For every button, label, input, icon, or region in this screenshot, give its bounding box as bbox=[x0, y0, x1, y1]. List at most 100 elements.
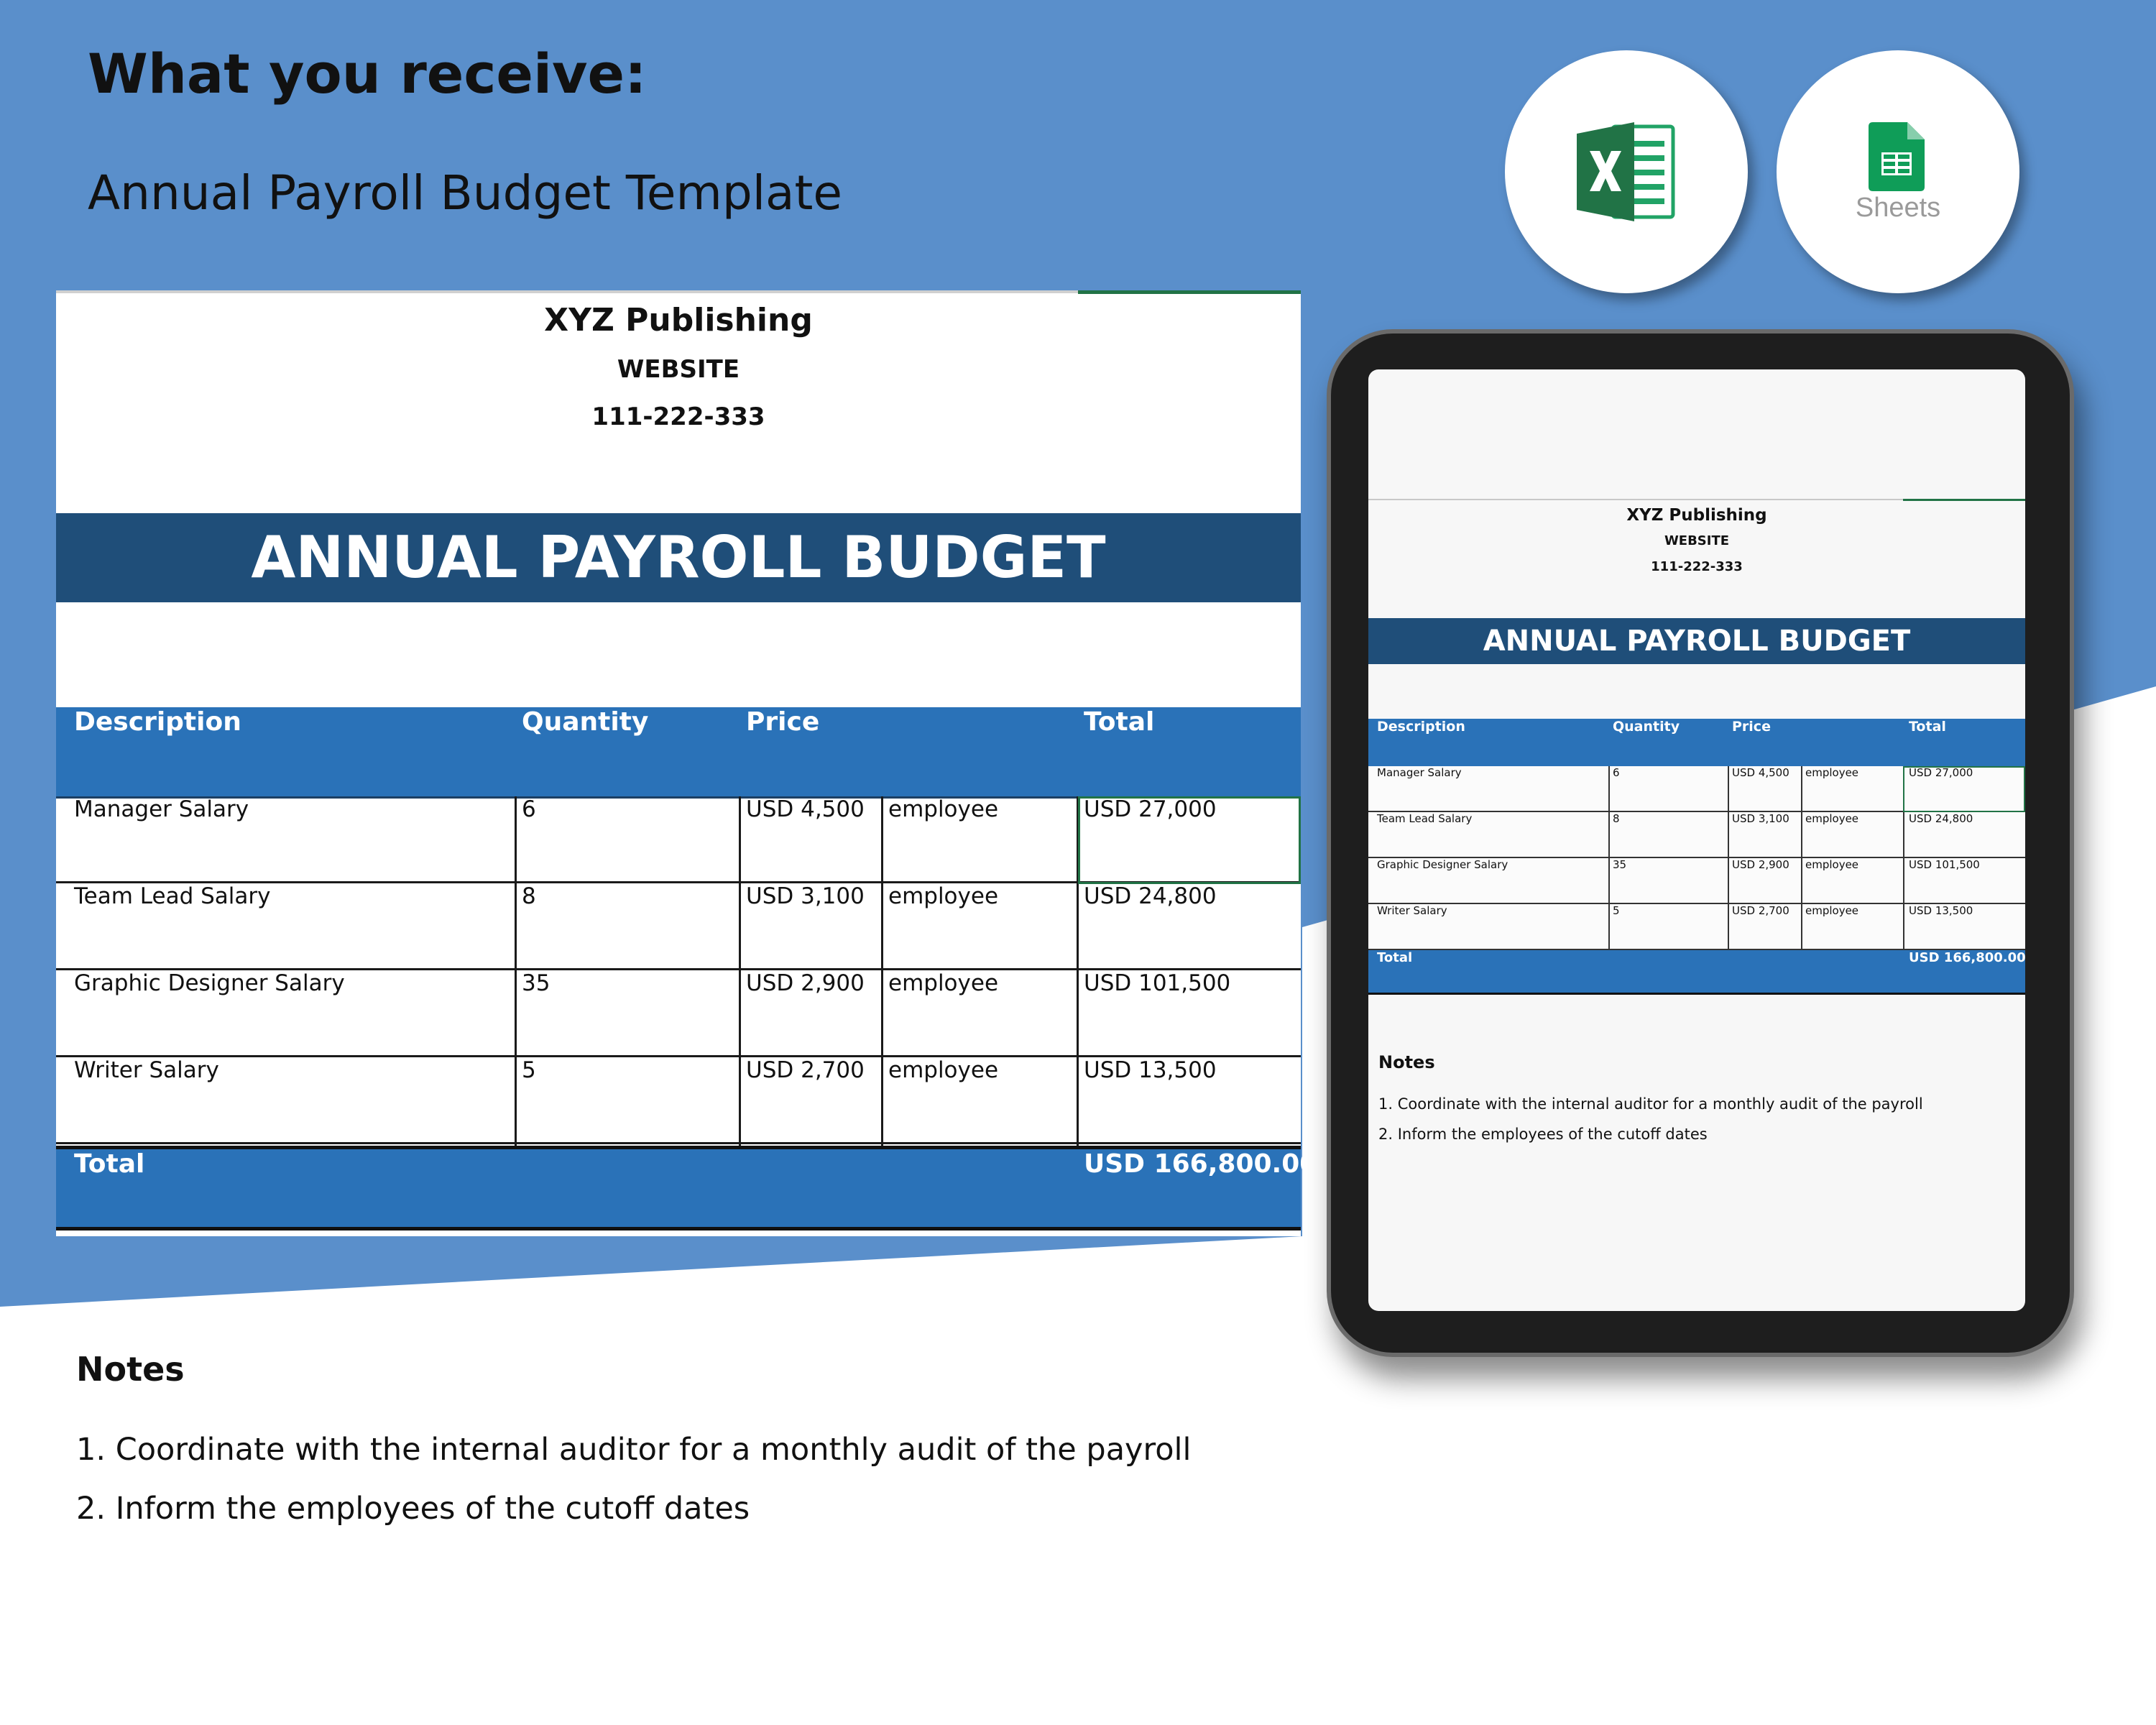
cell-description[interactable]: Manager Salary bbox=[1377, 766, 1462, 779]
tablet-notes-title: Notes bbox=[1378, 1052, 1435, 1072]
cell-price[interactable]: USD 2,900 bbox=[1732, 858, 1789, 871]
note-item: 2. Inform the employees of the cutoff da… bbox=[76, 1491, 750, 1527]
cell-quantity[interactable]: 6 bbox=[522, 796, 536, 822]
selected-cell-edge bbox=[1078, 290, 1301, 294]
grid-line bbox=[1368, 499, 2025, 500]
grid-line bbox=[56, 290, 1301, 293]
document-title: ANNUAL PAYROLL BUDGET bbox=[56, 513, 1301, 602]
tablet-document-title: ANNUAL PAYROLL BUDGET bbox=[1368, 618, 2025, 664]
selected-cell-edge bbox=[1903, 499, 2025, 501]
table-row: Graphic Designer Salary 35 USD 2,900 emp… bbox=[56, 970, 1301, 1057]
note-item: 1. Coordinate with the internal auditor … bbox=[76, 1432, 1192, 1468]
cell-total[interactable]: USD 13,500 bbox=[1084, 1057, 1217, 1083]
tablet-company-name: XYZ Publishing bbox=[1626, 506, 1767, 525]
cell-unit[interactable]: employee bbox=[1805, 904, 1859, 917]
cell-total[interactable]: USD 101,500 bbox=[1084, 970, 1231, 996]
cell-description[interactable]: Manager Salary bbox=[74, 796, 249, 822]
company-website: WEBSITE bbox=[617, 355, 740, 384]
cell-total[interactable]: USD 27,000 bbox=[1084, 796, 1217, 822]
cell-quantity[interactable]: 35 bbox=[1613, 858, 1627, 871]
total-value: USD 166,800.00 bbox=[1909, 950, 2025, 965]
column-header-quantity: Quantity bbox=[1613, 719, 1680, 735]
cell-unit[interactable]: employee bbox=[888, 883, 999, 909]
cell-unit[interactable]: employee bbox=[888, 796, 999, 822]
cell-price[interactable]: USD 2,900 bbox=[746, 970, 865, 996]
total-label: Total bbox=[74, 1149, 145, 1179]
column-divider bbox=[881, 796, 883, 1146]
total-label: Total bbox=[1377, 950, 1413, 965]
tablet-mockup: XYZ Publishing WEBSITE 111-222-333 ANNUA… bbox=[1327, 329, 2074, 1357]
company-phone: 111-222-333 bbox=[591, 402, 765, 431]
cell-unit[interactable]: employee bbox=[1805, 858, 1859, 871]
selected-cell-highlight bbox=[1078, 796, 1301, 884]
table-row: Team Lead Salary 8 USD 3,100 employee US… bbox=[56, 883, 1301, 970]
cell-total[interactable]: USD 24,800 bbox=[1909, 812, 1973, 825]
tablet-screen: XYZ Publishing WEBSITE 111-222-333 ANNUA… bbox=[1368, 369, 2025, 1311]
cell-description[interactable]: Writer Salary bbox=[1377, 904, 1447, 917]
column-divider bbox=[1608, 766, 1610, 950]
excel-icon bbox=[1577, 122, 1675, 221]
excel-badge bbox=[1505, 50, 1748, 293]
spreadsheet-preview: XYZ Publishing WEBSITE 111-222-333 ANNUA… bbox=[56, 290, 1317, 1236]
column-header-description: Description bbox=[74, 707, 241, 737]
total-value: USD 166,800.00 bbox=[1084, 1149, 1318, 1179]
cell-quantity[interactable]: 5 bbox=[522, 1057, 536, 1083]
cell-quantity[interactable]: 8 bbox=[1613, 812, 1620, 825]
table-row: Graphic Designer Salary 35 USD 2,900 emp… bbox=[1368, 858, 2025, 904]
cell-price[interactable]: USD 2,700 bbox=[1732, 904, 1789, 917]
product-subtitle: Annual Payroll Budget Template bbox=[88, 165, 842, 221]
table-header: Description Quantity Price Total bbox=[56, 707, 1301, 799]
column-divider bbox=[1077, 796, 1079, 1146]
cell-unit[interactable]: employee bbox=[888, 1057, 999, 1083]
column-header-total: Total bbox=[1909, 719, 1946, 735]
column-divider bbox=[1903, 766, 1904, 950]
column-divider bbox=[1728, 766, 1729, 950]
note-item: 1. Coordinate with the internal auditor … bbox=[1378, 1095, 1923, 1113]
sheets-badge: Sheets bbox=[1777, 50, 2019, 293]
cell-total[interactable]: USD 24,800 bbox=[1084, 883, 1217, 909]
company-name: XYZ Publishing bbox=[544, 302, 813, 339]
table-row: Writer Salary 5 USD 2,700 employee USD 1… bbox=[1368, 904, 2025, 950]
cell-quantity[interactable]: 8 bbox=[522, 883, 536, 909]
headline: What you receive: bbox=[88, 42, 647, 106]
tablet-table-header: Description Quantity Price Total bbox=[1368, 719, 2025, 768]
cell-description[interactable]: Team Lead Salary bbox=[74, 883, 271, 909]
cell-price[interactable]: USD 4,500 bbox=[1732, 766, 1789, 779]
table-row: Manager Salary 6 USD 4,500 employee USD … bbox=[1368, 766, 2025, 812]
cell-quantity[interactable]: 35 bbox=[522, 970, 550, 996]
column-header-total: Total bbox=[1084, 707, 1155, 737]
sheets-label: Sheets bbox=[1855, 193, 1941, 223]
cell-quantity[interactable]: 6 bbox=[1613, 766, 1620, 779]
cell-price[interactable]: USD 2,700 bbox=[746, 1057, 865, 1083]
tablet-company-website: WEBSITE bbox=[1664, 533, 1730, 548]
column-divider bbox=[515, 796, 517, 1146]
note-item: 2. Inform the employees of the cutoff da… bbox=[1378, 1126, 1708, 1143]
table-row: Manager Salary 6 USD 4,500 employee USD … bbox=[56, 796, 1301, 883]
cell-unit[interactable]: employee bbox=[1805, 812, 1859, 825]
column-header-price: Price bbox=[1732, 719, 1771, 735]
cell-description[interactable]: Graphic Designer Salary bbox=[74, 970, 345, 996]
column-header-quantity: Quantity bbox=[522, 707, 649, 737]
cell-description[interactable]: Writer Salary bbox=[74, 1057, 219, 1083]
column-divider bbox=[739, 796, 741, 1146]
cell-description[interactable]: Team Lead Salary bbox=[1377, 812, 1473, 825]
cell-total[interactable]: USD 101,500 bbox=[1909, 858, 1980, 871]
column-divider bbox=[1801, 766, 1802, 950]
tablet-total-row: Total USD 166,800.00 bbox=[1368, 950, 2025, 995]
tablet-company-phone: 111-222-333 bbox=[1651, 559, 1743, 574]
cell-description[interactable]: Graphic Designer Salary bbox=[1377, 858, 1508, 871]
cell-total[interactable]: USD 27,000 bbox=[1909, 766, 1973, 779]
sheets-icon bbox=[1869, 122, 1925, 191]
table-row: Team Lead Salary 8 USD 3,100 employee US… bbox=[1368, 812, 2025, 858]
column-header-description: Description bbox=[1377, 719, 1465, 735]
cell-quantity[interactable]: 5 bbox=[1613, 904, 1620, 917]
column-header-price: Price bbox=[746, 707, 820, 737]
cell-total[interactable]: USD 13,500 bbox=[1909, 904, 1973, 917]
total-row: Total USD 166,800.00 bbox=[56, 1146, 1317, 1230]
cell-price[interactable]: USD 3,100 bbox=[746, 883, 865, 909]
cell-price[interactable]: USD 4,500 bbox=[746, 796, 865, 822]
table-row: Writer Salary 5 USD 2,700 employee USD 1… bbox=[56, 1057, 1301, 1144]
cell-unit[interactable]: employee bbox=[888, 970, 999, 996]
cell-unit[interactable]: employee bbox=[1805, 766, 1859, 779]
cell-price[interactable]: USD 3,100 bbox=[1732, 812, 1789, 825]
